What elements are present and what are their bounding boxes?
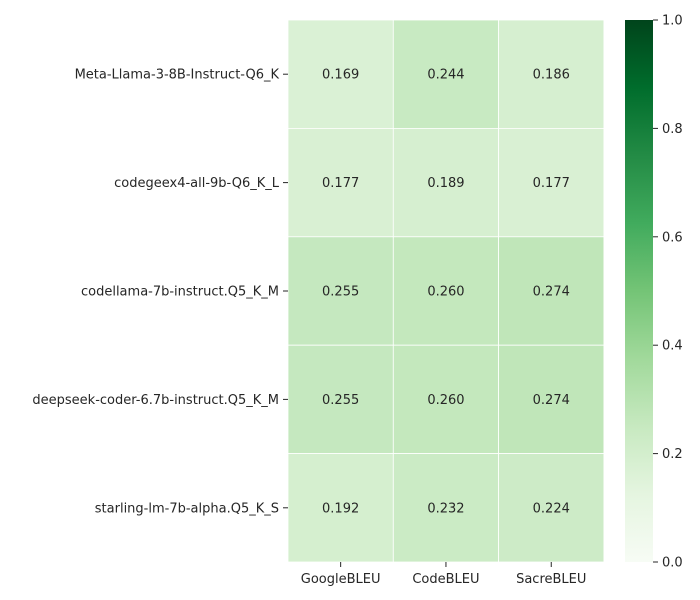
heatmap-cell	[392, 453, 499, 563]
colorbar: 0.0 0.2 0.4 0.6 0.8 1.0	[625, 14, 683, 571]
row-tick-label: codellama-7b-instruct.Q5_K_M	[81, 285, 279, 300]
heatmap-cell	[287, 344, 394, 455]
row-tick-label: deepseek-coder-6.7b-instruct.Q5_K_M	[32, 393, 279, 408]
cell-annotation: 0.255	[322, 393, 359, 408]
colorbar-tick-label: 1.0	[662, 14, 683, 29]
row-tick-label: Meta-Llama-3-8B-Instruct-Q6_K	[75, 68, 280, 83]
cell-annotation: 0.186	[533, 68, 570, 83]
cell-annotation: 0.260	[427, 285, 464, 300]
colorbar-gradient	[625, 20, 653, 562]
cell-annotation: 0.192	[322, 501, 359, 516]
row-tick-label: starling-lm-7b-alpha.Q5_K_S	[95, 501, 279, 516]
cell-annotation: 0.255	[322, 285, 359, 300]
cell-annotation: 0.177	[533, 176, 570, 191]
cell-annotation: 0.169	[322, 68, 359, 83]
cell-annotation: 0.244	[427, 68, 464, 83]
column-tick-label: GoogleBLEU	[301, 572, 381, 587]
cell-annotations: 0.169 0.244 0.186 0.177 0.189 0.177 0.255 0.260…	[322, 68, 570, 517]
cell-annotation: 0.189	[427, 176, 464, 191]
heatmap-cell	[498, 344, 605, 455]
column-tick-labels: GoogleBLEU CodeBLEU SacreBLEU	[301, 562, 586, 587]
heatmap-cells	[287, 19, 605, 563]
cell-annotation: 0.274	[533, 393, 570, 408]
column-tick-label: CodeBLEU	[412, 572, 479, 587]
row-tick-label: codegeex4-all-9b-Q6_K_L	[114, 176, 280, 191]
cell-annotation: 0.260	[427, 393, 464, 408]
heatmap-cell	[287, 127, 394, 238]
heatmap-cell	[498, 19, 605, 129]
heatmap-cell	[392, 19, 499, 129]
colorbar-tick-label: 0.4	[662, 339, 683, 354]
cell-annotation: 0.274	[533, 285, 570, 300]
heatmap-cell	[287, 19, 394, 129]
heatmap-cell	[287, 453, 394, 563]
cell-annotation: 0.224	[533, 501, 570, 516]
column-tick-label: SacreBLEU	[516, 572, 586, 587]
colorbar-ticks: 0.0 0.2 0.4 0.6 0.8 1.0	[653, 14, 683, 571]
heatmap-cell	[392, 236, 499, 346]
cell-annotation: 0.177	[322, 176, 359, 191]
cell-annotation: 0.232	[427, 501, 464, 516]
colorbar-tick-label: 0.8	[662, 122, 683, 137]
heatmap-cell	[392, 127, 499, 238]
heatmap-cell	[498, 127, 605, 238]
colorbar-tick-label: 0.0	[662, 556, 683, 571]
heatmap-cell	[498, 453, 605, 563]
colorbar-tick-label: 0.6	[662, 230, 683, 245]
colorbar-tick-label: 0.2	[662, 447, 683, 462]
row-tick-labels: Meta-Llama-3-8B-Instruct-Q6_K codegeex4-a…	[32, 68, 288, 516]
